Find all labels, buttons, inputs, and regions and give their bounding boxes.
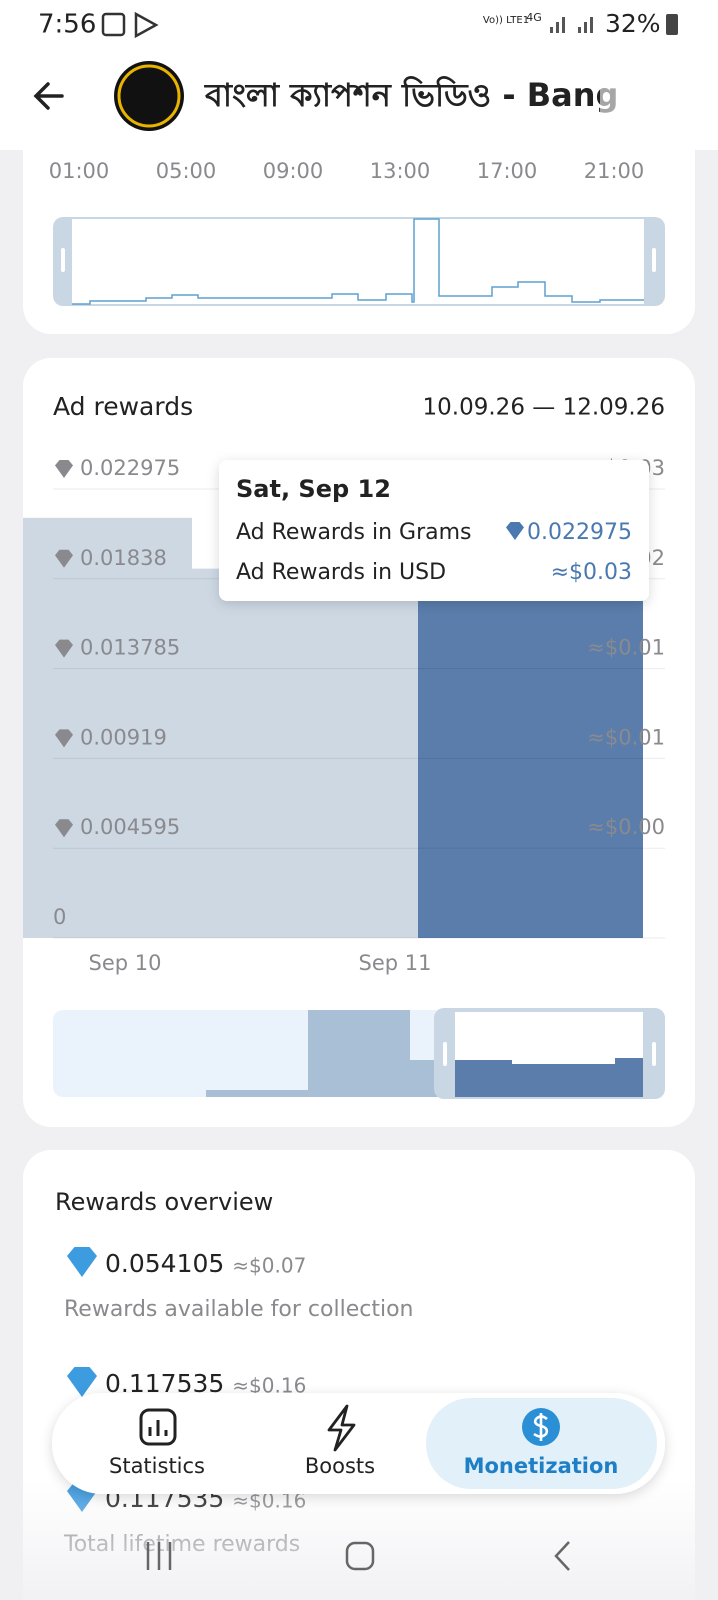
icon (148, 1420, 168, 1436)
avatar-ring (117, 64, 181, 128)
fade (600, 60, 718, 140)
tab-label[interactable]: Monetization (464, 1454, 619, 1478)
x-tick-label: Sep 11 (359, 951, 432, 975)
tabs: Statistics Boosts Monetization (109, 1454, 618, 1478)
battery-icon (666, 14, 678, 35)
gem-icon (55, 460, 73, 478)
handle[interactable] (61, 248, 65, 272)
tab-label[interactable]: Boosts (305, 1454, 375, 1478)
hour-axis: 01:00 05:00 09:00 13:00 17:00 21:00 (49, 159, 645, 183)
tooltip-box (219, 460, 649, 601)
date-range[interactable]: 10.09.26 — 12.09.26 (423, 395, 665, 421)
y-tick-label: 0.00919 (80, 725, 167, 749)
x-tick-label: Sep 10 (89, 951, 162, 975)
icon (327, 1404, 356, 1452)
y2-tick-label: ≈$0.00 (587, 815, 665, 839)
gem-icon (506, 522, 524, 540)
handle[interactable] (652, 248, 656, 272)
network: 4G (526, 11, 542, 24)
signal-icon (550, 17, 593, 33)
gem-icon (55, 729, 73, 748)
handle[interactable] (652, 1042, 656, 1066)
x-tick-label: 21:00 (584, 159, 645, 183)
system-recents[interactable] (146, 1542, 172, 1570)
gem-icon (67, 1247, 97, 1277)
y2-tick-label: ≈$0.01 (587, 636, 665, 660)
fade (23, 1480, 695, 1600)
section-title: Rewards overview (55, 1188, 273, 1216)
reward-label: Rewards available for collection (64, 1297, 413, 1322)
bar-chart: Sep 10 Sep 11 0 0.004595 ≈$0.00 0.00919 ≈$0.01… (23, 456, 665, 975)
x-tick-label: 17:00 (477, 159, 538, 183)
chart-title: Ad rewards (53, 392, 193, 421)
system-back[interactable] (554, 1541, 570, 1571)
reward-amount: 0.054105 (105, 1249, 224, 1278)
x-tick-label: 05:00 (156, 159, 217, 183)
mini-bar (206, 1090, 308, 1097)
battery: 32% (605, 9, 661, 38)
icon (139, 1408, 177, 1446)
tab-label[interactable]: Statistics (109, 1454, 205, 1478)
gem-icon (67, 1367, 97, 1397)
mini-bars (455, 1058, 643, 1097)
gem-icon (55, 819, 73, 838)
network: Vo)) LTE1 (483, 15, 529, 26)
tooltip-label: Ad Rewards in USD (236, 560, 446, 585)
range-window (72, 219, 644, 304)
x-tick-label: 01:00 (49, 159, 110, 183)
bar[interactable] (23, 517, 192, 938)
y-tick-label: 0.013785 (80, 636, 180, 660)
mini-bar (308, 1010, 410, 1097)
channel-title: বাংলা ক্যাপশন ভিডিও - Bang (204, 75, 618, 114)
handle[interactable] (443, 1042, 447, 1066)
x-tick-label: 09:00 (263, 159, 324, 183)
back-button[interactable] (33, 82, 64, 110)
y-tick-label: 0 (53, 905, 66, 929)
tooltip-label: Ad Rewards in Grams (236, 520, 472, 545)
clock: 7:56 (38, 10, 96, 40)
top-bar (0, 0, 718, 150)
y-tick-label: 0.022975 (80, 456, 180, 480)
y2-tick-label: ≈$0.01 (587, 725, 665, 749)
avatar[interactable] (114, 61, 184, 131)
gem-icon (55, 639, 73, 658)
tooltip: Sat, Sep 12 Ad Rewards in Grams 0.022975 Ad… (219, 460, 649, 601)
tooltip-value: 0.022975 (527, 520, 632, 545)
bar[interactable] (192, 568, 418, 938)
icon (134, 11, 159, 39)
x-tick-label: 13:00 (370, 159, 431, 183)
tooltip-date: Sat, Sep 12 (236, 475, 391, 503)
icon (533, 1413, 549, 1441)
y-tick-label: 0.01838 (80, 546, 167, 570)
gem-icon (55, 549, 73, 568)
system-home[interactable] (345, 1541, 375, 1571)
tooltip-value: ≈$0.03 (551, 560, 632, 585)
reward-usd: ≈$0.07 (232, 1254, 306, 1278)
y-tick-label: 0.004595 (80, 815, 180, 839)
icon (101, 12, 126, 37)
sparkline (72, 218, 644, 305)
